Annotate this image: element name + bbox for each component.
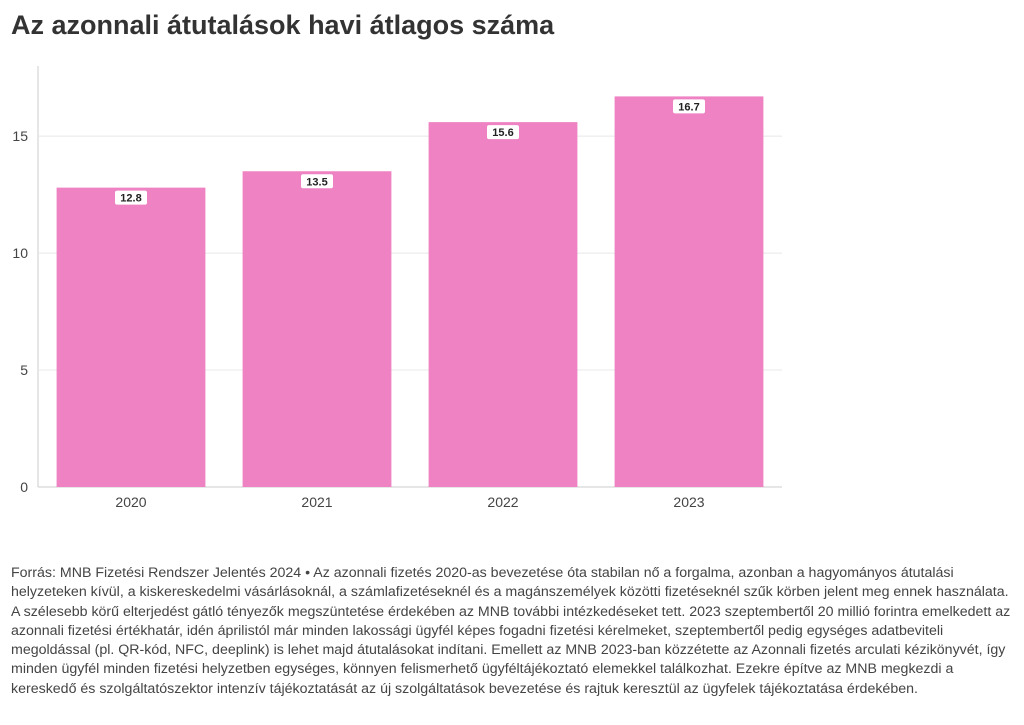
data-label-bg [301, 174, 333, 189]
data-label-bg [115, 190, 147, 205]
data-label: 15.6 [492, 127, 513, 139]
data-label: 16.7 [678, 101, 699, 113]
x-tick-label: 2020 [115, 494, 146, 510]
y-tick-label: 0 [20, 479, 28, 495]
chart-title: Az azonnali átutalások havi átlagos szám… [11, 10, 555, 40]
data-label: 12.8 [120, 193, 141, 205]
data-label: 13.5 [306, 176, 327, 188]
bar [242, 171, 392, 487]
x-tick-label: 2021 [301, 494, 332, 510]
source-note: Forrás: MNB Fizetési Rendszer Jelentés 2… [11, 565, 1011, 697]
x-tick-label: 2022 [487, 494, 518, 510]
bar-chart: 0 5 10 15 2020 12.8 2021 13.5 2022 15.6 2023 16.7 [12, 66, 782, 510]
y-tick-label: 10 [12, 245, 28, 261]
y-tick-label: 5 [20, 362, 28, 378]
data-label-bg [673, 99, 705, 114]
bar [428, 122, 578, 487]
data-label-bg [487, 125, 519, 140]
bar [56, 187, 206, 487]
y-tick-label: 15 [12, 128, 28, 144]
x-tick-label: 2023 [673, 494, 704, 510]
bar [614, 96, 764, 488]
